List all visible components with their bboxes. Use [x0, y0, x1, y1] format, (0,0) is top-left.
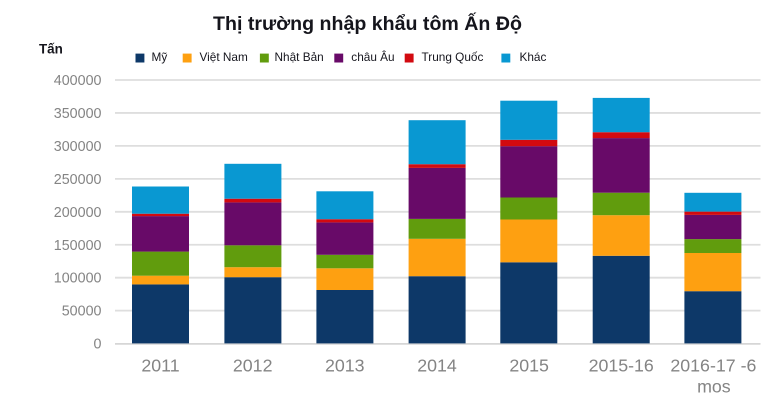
svg-text:Thị trường nhập khẩu tôm Ấn Độ: Thị trường nhập khẩu tôm Ấn Độ [213, 12, 522, 35]
svg-text:châu Âu: châu Âu [351, 50, 394, 64]
svg-text:Trung Quốc: Trung Quốc [422, 50, 484, 64]
svg-text:2011: 2011 [141, 356, 179, 376]
svg-text:2013: 2013 [325, 356, 365, 376]
svg-text:Mỹ: Mỹ [152, 50, 168, 64]
svg-text:300000: 300000 [54, 139, 102, 155]
svg-text:400000: 400000 [54, 73, 102, 89]
svg-text:200000: 200000 [54, 205, 102, 221]
svg-text:2015-16: 2015-16 [589, 356, 654, 376]
svg-text:2012: 2012 [233, 356, 273, 376]
svg-text:100000: 100000 [54, 271, 102, 287]
svg-text:Nhật Bản: Nhật Bản [275, 50, 324, 64]
svg-text:350000: 350000 [54, 106, 102, 122]
svg-text:Việt Nam: Việt Nam [200, 50, 248, 64]
svg-text:2016-17 -6: 2016-17 -6 [670, 356, 756, 376]
svg-text:2015: 2015 [509, 356, 549, 376]
svg-text:50000: 50000 [62, 304, 102, 320]
svg-text:0: 0 [94, 337, 102, 353]
svg-text:Tấn: Tấn [39, 42, 63, 57]
svg-text:250000: 250000 [54, 172, 102, 188]
svg-text:mos: mos [697, 376, 731, 396]
svg-text:2014: 2014 [417, 356, 457, 376]
svg-text:Khác: Khác [520, 50, 547, 64]
svg-text:150000: 150000 [54, 238, 102, 254]
